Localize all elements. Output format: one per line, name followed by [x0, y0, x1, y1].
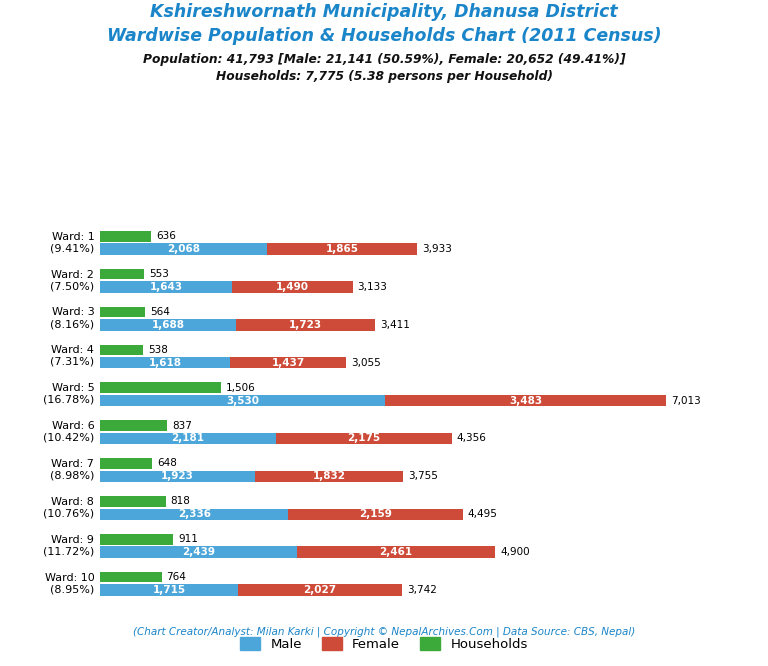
Text: 3,755: 3,755 [408, 472, 438, 482]
Bar [289, 509, 463, 520]
Text: 636: 636 [156, 231, 176, 241]
Text: 1,618: 1,618 [149, 358, 182, 368]
Bar [100, 433, 276, 444]
Bar [100, 319, 236, 330]
Text: 1,832: 1,832 [313, 472, 346, 482]
Bar [296, 546, 495, 558]
Text: 2,027: 2,027 [303, 585, 336, 595]
Legend: Male, Female, Households: Male, Female, Households [235, 631, 533, 656]
Bar [233, 281, 353, 292]
Text: 837: 837 [172, 421, 192, 431]
Text: 2,068: 2,068 [167, 244, 200, 254]
Text: 2,181: 2,181 [171, 434, 204, 444]
Bar [238, 584, 402, 595]
Text: 1,723: 1,723 [289, 320, 323, 330]
Bar [100, 231, 151, 242]
Bar [100, 584, 238, 595]
Text: Kshireshwornath Municipality, Dhanusa District: Kshireshwornath Municipality, Dhanusa Di… [151, 3, 617, 21]
Bar [100, 572, 161, 582]
Text: 2,439: 2,439 [182, 547, 215, 557]
Text: 3,933: 3,933 [422, 244, 452, 254]
Text: Population: 41,793 [Male: 21,141 (50.59%), Female: 20,652 (49.41%)]: Population: 41,793 [Male: 21,141 (50.59%… [143, 53, 625, 67]
Text: 2,336: 2,336 [177, 509, 210, 519]
Bar [100, 269, 144, 280]
Bar [100, 534, 174, 545]
Text: 564: 564 [151, 307, 170, 317]
Bar [100, 344, 144, 355]
Bar [100, 509, 289, 520]
Text: 3,055: 3,055 [351, 358, 381, 368]
Bar [236, 319, 376, 330]
Bar [100, 357, 230, 368]
Text: 2,159: 2,159 [359, 509, 392, 519]
Text: 1,643: 1,643 [150, 282, 183, 292]
Bar [100, 281, 233, 292]
Text: 648: 648 [157, 458, 177, 468]
Bar [100, 395, 385, 406]
Text: 764: 764 [167, 572, 187, 582]
Text: 1,688: 1,688 [151, 320, 184, 330]
Text: 538: 538 [148, 345, 168, 355]
Bar [385, 395, 666, 406]
Bar [100, 244, 266, 255]
Text: 7,013: 7,013 [671, 396, 700, 406]
Bar [100, 471, 255, 482]
Text: 4,495: 4,495 [468, 509, 498, 519]
Text: 1,437: 1,437 [272, 358, 305, 368]
Bar [230, 357, 346, 368]
Bar [100, 382, 221, 393]
Bar [255, 471, 403, 482]
Bar [266, 244, 417, 255]
Text: 1,923: 1,923 [161, 472, 194, 482]
Text: 1,490: 1,490 [276, 282, 310, 292]
Text: (Chart Creator/Analyst: Milan Karki | Copyright © NepalArchives.Com | Data Sourc: (Chart Creator/Analyst: Milan Karki | Co… [133, 626, 635, 637]
Text: 911: 911 [178, 534, 198, 544]
Text: 1,715: 1,715 [153, 585, 186, 595]
Text: 4,356: 4,356 [456, 434, 486, 444]
Bar [100, 458, 152, 469]
Text: 553: 553 [149, 269, 169, 279]
Text: 3,133: 3,133 [358, 282, 388, 292]
Text: 3,742: 3,742 [407, 585, 437, 595]
Text: 1,506: 1,506 [227, 383, 256, 393]
Text: 3,530: 3,530 [226, 396, 259, 406]
Bar [100, 496, 166, 507]
Text: 3,411: 3,411 [380, 320, 410, 330]
Text: 818: 818 [170, 496, 190, 506]
Bar [100, 420, 167, 431]
Bar [100, 306, 145, 317]
Text: 2,461: 2,461 [379, 547, 412, 557]
Text: 2,175: 2,175 [347, 434, 380, 444]
Text: 4,900: 4,900 [500, 547, 530, 557]
Text: Wardwise Population & Households Chart (2011 Census): Wardwise Population & Households Chart (… [107, 27, 661, 45]
Text: 1,865: 1,865 [326, 244, 359, 254]
Bar [276, 433, 452, 444]
Text: Households: 7,775 (5.38 persons per Household): Households: 7,775 (5.38 persons per Hous… [216, 70, 552, 83]
Bar [100, 546, 296, 558]
Text: 3,483: 3,483 [509, 396, 542, 406]
